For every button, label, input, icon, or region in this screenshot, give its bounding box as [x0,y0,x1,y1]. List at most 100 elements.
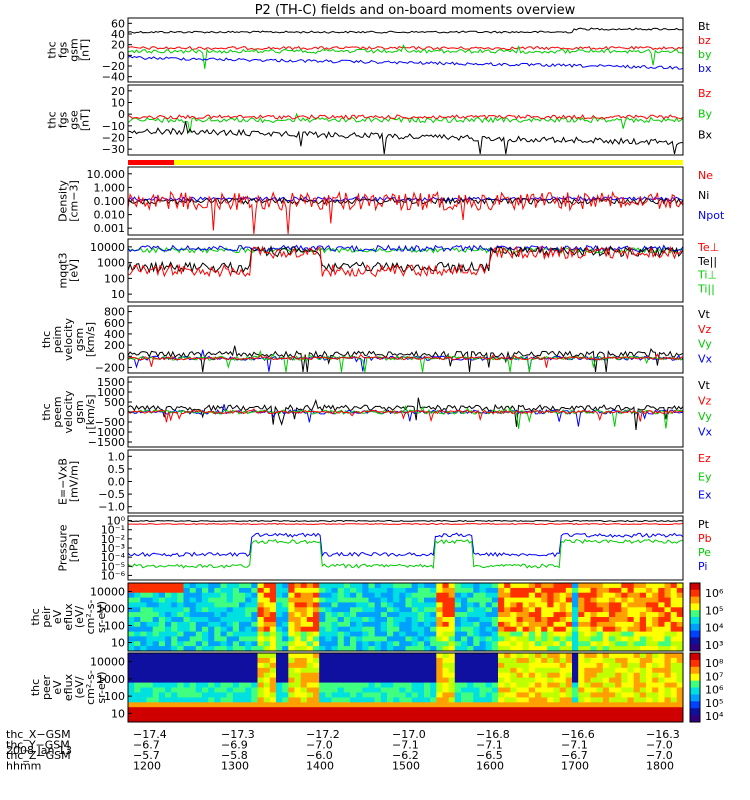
spectrogram-cell [146,597,154,603]
spectrogram-cell [479,587,487,594]
spectrogram-cell [498,621,505,628]
spectrogram-cell [183,672,191,678]
spectrogram-cell [676,607,684,613]
spectrogram-cell [350,602,357,608]
spectrogram-cell [411,597,419,603]
spectrogram-cell [183,717,191,723]
spectrogram-cell [559,631,567,637]
spectrogram-cell [454,592,462,598]
spectrogram-cell [350,672,357,678]
spectrogram-cell [646,682,653,688]
spectrogram-cell [547,702,554,708]
spectrogram-cell [368,692,376,698]
spectrogram-cell [436,641,443,647]
spectrogram-cell [269,672,277,678]
spectrogram-cell [658,687,665,693]
spectrogram-cell [276,641,283,647]
spectrogram-cell [387,607,394,613]
colorbar-cell [690,671,700,675]
spectrogram-cell [362,646,369,652]
spectrogram-cell [134,702,141,708]
spectrogram-cell [676,682,684,688]
spectrogram-cell [208,672,215,678]
spectrogram-cell [128,587,135,594]
spectrogram-cell [158,667,166,674]
spectrogram-cell [436,607,443,613]
spectrogram-cell [208,697,215,703]
spectrogram-cell [269,662,277,669]
spectrogram-cell [405,697,413,703]
spectrogram-cell [374,672,382,678]
y-axis-label: thc [29,608,42,625]
spectrogram-cell [646,672,653,678]
spectrogram-cell [399,653,406,659]
spectrogram-cell [639,583,647,589]
spectrogram-cell [128,617,135,623]
spectrogram-cell [171,607,178,613]
spectrogram-cell [202,612,209,618]
spectrogram-cell [504,612,511,618]
spectrogram-cell [602,646,610,652]
spectrogram-cell [331,631,339,637]
spectrogram-cell [553,592,561,598]
spectrogram-cell [183,682,191,688]
spectrogram-cell [189,672,197,678]
spectrogram-cell [319,626,326,632]
spectrogram-cell [670,672,678,678]
legend-entry: Bx [698,128,713,141]
spectrogram-cell [331,587,339,594]
spectrogram-cell [208,667,215,674]
spectrogram-cell [171,636,178,642]
spectrogram-cell [424,667,431,674]
spectrogram-cell [473,672,480,678]
spectrogram-cell [214,646,221,652]
spectrogram-cell [152,653,160,659]
spectrogram-cell [584,587,591,594]
spectrogram-cell [146,667,154,674]
spectrogram-cell [294,597,302,603]
spectrogram-cell [621,641,628,647]
spectrogram-cell [467,653,474,659]
y-tick-label: 10000 [90,656,125,669]
spectrogram-cell [165,687,172,693]
spectrogram-cell [269,597,277,603]
y-axis-label: thc [46,111,59,128]
spectrogram-cell [331,653,339,659]
spectrogram-cell [535,587,542,594]
spectrogram-cell [590,677,598,683]
spectrogram-cell [362,617,369,623]
spectrogram-cell [195,662,203,669]
x-axis-row-label: thc_Y−GSM [6,739,70,752]
spectrogram-cell [368,621,376,628]
spectrogram-cell [387,583,394,589]
spectrogram-cell [134,583,141,589]
spectrogram-cell [165,662,172,669]
spectrogram-cell [380,641,388,647]
spectrogram-cell [220,583,228,589]
spectrogram-cell [189,717,197,723]
spectrogram-cell [380,707,388,713]
spectrogram-cell [411,662,419,669]
spectrogram-cell [257,592,265,598]
spectrogram-cell [652,621,659,628]
colorbar-cell [690,646,700,650]
spectrogram-cell [436,617,443,623]
spectrogram-cell [313,682,320,688]
spectrogram-cell [325,667,332,674]
spectrogram-cell [319,597,326,603]
spectrogram-cell [590,607,598,613]
spectrogram-cell [633,636,641,642]
spectrogram-cell [257,712,265,718]
spectrogram-cell [152,692,160,698]
spectrogram-cell [269,653,277,659]
spectrogram-cell [313,583,320,589]
spectrogram-cell [282,587,289,594]
spectrogram-cell [596,712,604,718]
spectrogram-cell [214,697,221,703]
spectrogram-cell [331,667,339,674]
spectrogram-cell [405,631,413,637]
spectrogram-cell [128,697,135,703]
spectrogram-cell [547,682,554,688]
spectrogram-cell [263,692,271,698]
spectrogram-cell [294,682,302,688]
